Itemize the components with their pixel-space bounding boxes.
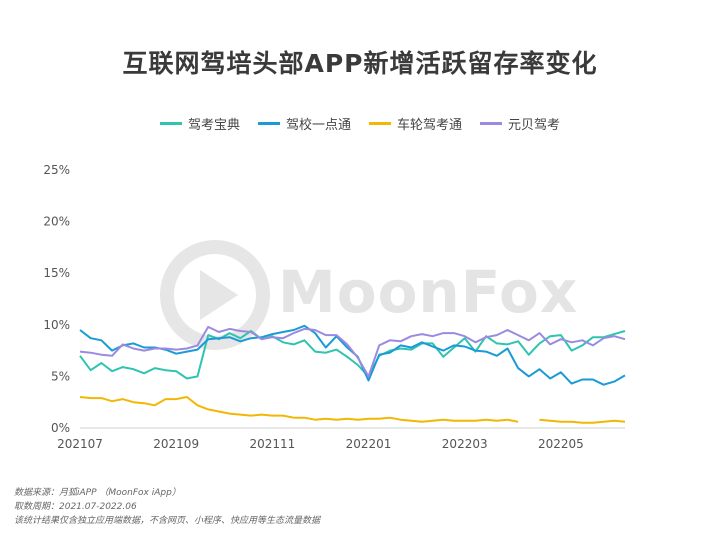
y-tick-label: 5% (51, 369, 70, 383)
x-tick-label: 202109 (153, 437, 199, 451)
line-chart: 0% 5% 10% 15% 20% 25% 202107 202109 202111 202201… (0, 150, 720, 470)
legend-label-2: 车轮驾考通 (397, 114, 462, 133)
y-tick-label: 0% (51, 421, 70, 435)
footer-notes: 数据来源：月狐iAPP （MoonFox iApp） 取数周期：2021.07-… (14, 486, 320, 528)
x-tick-label: 202111 (249, 437, 295, 451)
legend-item-2: 车轮驾考通 (369, 114, 462, 133)
x-tick-label: 202107 (57, 437, 103, 451)
legend-swatch-3 (480, 122, 502, 125)
legend-item-0: 驾考宝典 (160, 114, 240, 133)
legend-label-1: 驾校一点通 (286, 114, 351, 133)
footer-source: 数据来源：月狐iAPP （MoonFox iApp） (14, 486, 320, 500)
x-tick-label: 202201 (346, 437, 392, 451)
legend-swatch-0 (160, 122, 182, 125)
series-line-2 (80, 397, 625, 423)
series-line-1 (80, 326, 625, 385)
legend-item-3: 元贝驾考 (480, 114, 560, 133)
chart-title: 互联网驾培头部APP新增活跃留存率变化 (0, 44, 720, 80)
chart-legend: 驾考宝典 驾校一点通 车轮驾考通 元贝驾考 (0, 114, 720, 133)
legend-swatch-1 (258, 122, 280, 125)
x-tick-label: 202203 (442, 437, 488, 451)
x-tick-label: 202205 (538, 437, 584, 451)
y-tick-label: 15% (43, 266, 70, 280)
legend-swatch-2 (369, 122, 391, 125)
y-tick-label: 25% (43, 163, 70, 177)
y-tick-label: 10% (43, 318, 70, 332)
footer-disclaimer: 该统计结果仅含独立应用端数据，不含网页、小程序、快应用等生态流量数据 (14, 514, 320, 528)
legend-label-3: 元贝驾考 (508, 114, 560, 133)
footer-period: 取数周期：2021.07-2022.06 (14, 500, 320, 514)
legend-item-1: 驾校一点通 (258, 114, 351, 133)
y-tick-label: 20% (43, 215, 70, 229)
legend-label-0: 驾考宝典 (188, 114, 240, 133)
